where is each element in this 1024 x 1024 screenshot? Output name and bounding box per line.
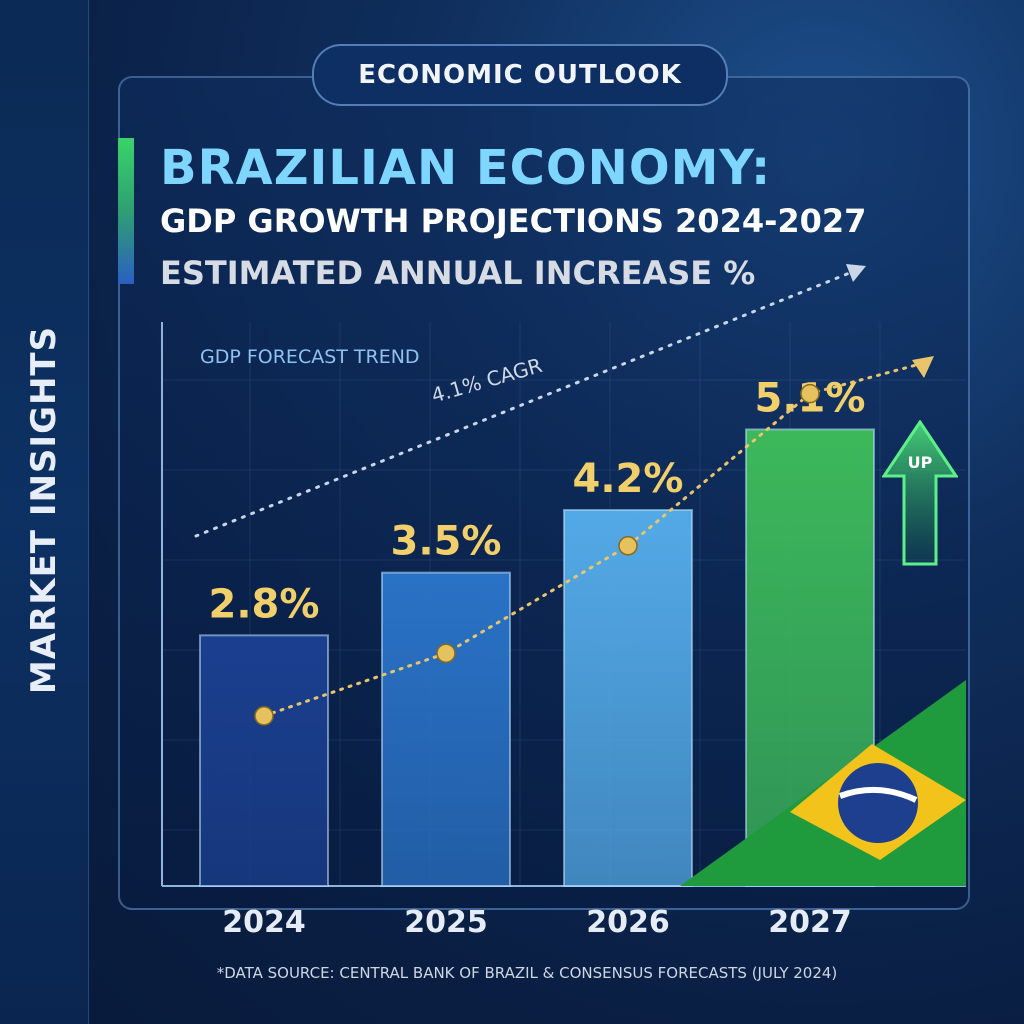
bar-2026 xyxy=(563,509,693,887)
x-tick-label-2026: 2026 xyxy=(586,905,670,940)
chart-subtitle-secondary: ESTIMATED ANNUAL INCREASE % xyxy=(160,254,756,292)
trend-point-2026 xyxy=(618,536,638,556)
x-tick-label-2024: 2024 xyxy=(222,905,306,940)
trend-point-2025 xyxy=(436,643,456,663)
brazil-flag-icon xyxy=(680,680,966,886)
trend-point-2027 xyxy=(800,383,820,404)
title-accent-bar xyxy=(118,138,134,284)
trend-point-2024 xyxy=(254,706,274,726)
bar-2025 xyxy=(381,571,511,888)
value-label-2026: 4.2% xyxy=(573,456,684,502)
flag-band xyxy=(838,786,918,803)
kicker-badge: ECONOMIC OUTLOOK xyxy=(312,44,728,106)
side-panel: MARKET INSIGHTS xyxy=(0,0,89,1024)
cagr-arrow-head xyxy=(846,264,866,282)
x-tick-label-2025: 2025 xyxy=(404,905,488,940)
trend-arrow-head xyxy=(912,356,934,378)
chart-title: BRAZILIAN ECONOMY: xyxy=(160,140,772,196)
up-label: UP xyxy=(907,453,933,472)
up-arrow-icon xyxy=(882,420,958,566)
bar-2024 xyxy=(199,634,329,887)
chart-subtitle: GDP GROWTH PROJECTIONS 2024-2027 xyxy=(160,202,867,240)
x-tick-label-2027: 2027 xyxy=(768,905,852,940)
cagr-arrow-line xyxy=(194,270,854,538)
value-label-2024: 2.8% xyxy=(209,581,320,627)
flag-globe xyxy=(838,763,918,843)
value-label-2025: 3.5% xyxy=(391,519,502,565)
trend-label: GDP FORECAST TREND xyxy=(200,346,420,368)
data-source-note: *DATA SOURCE: CENTRAL BANK OF BRAZIL & C… xyxy=(216,964,838,982)
